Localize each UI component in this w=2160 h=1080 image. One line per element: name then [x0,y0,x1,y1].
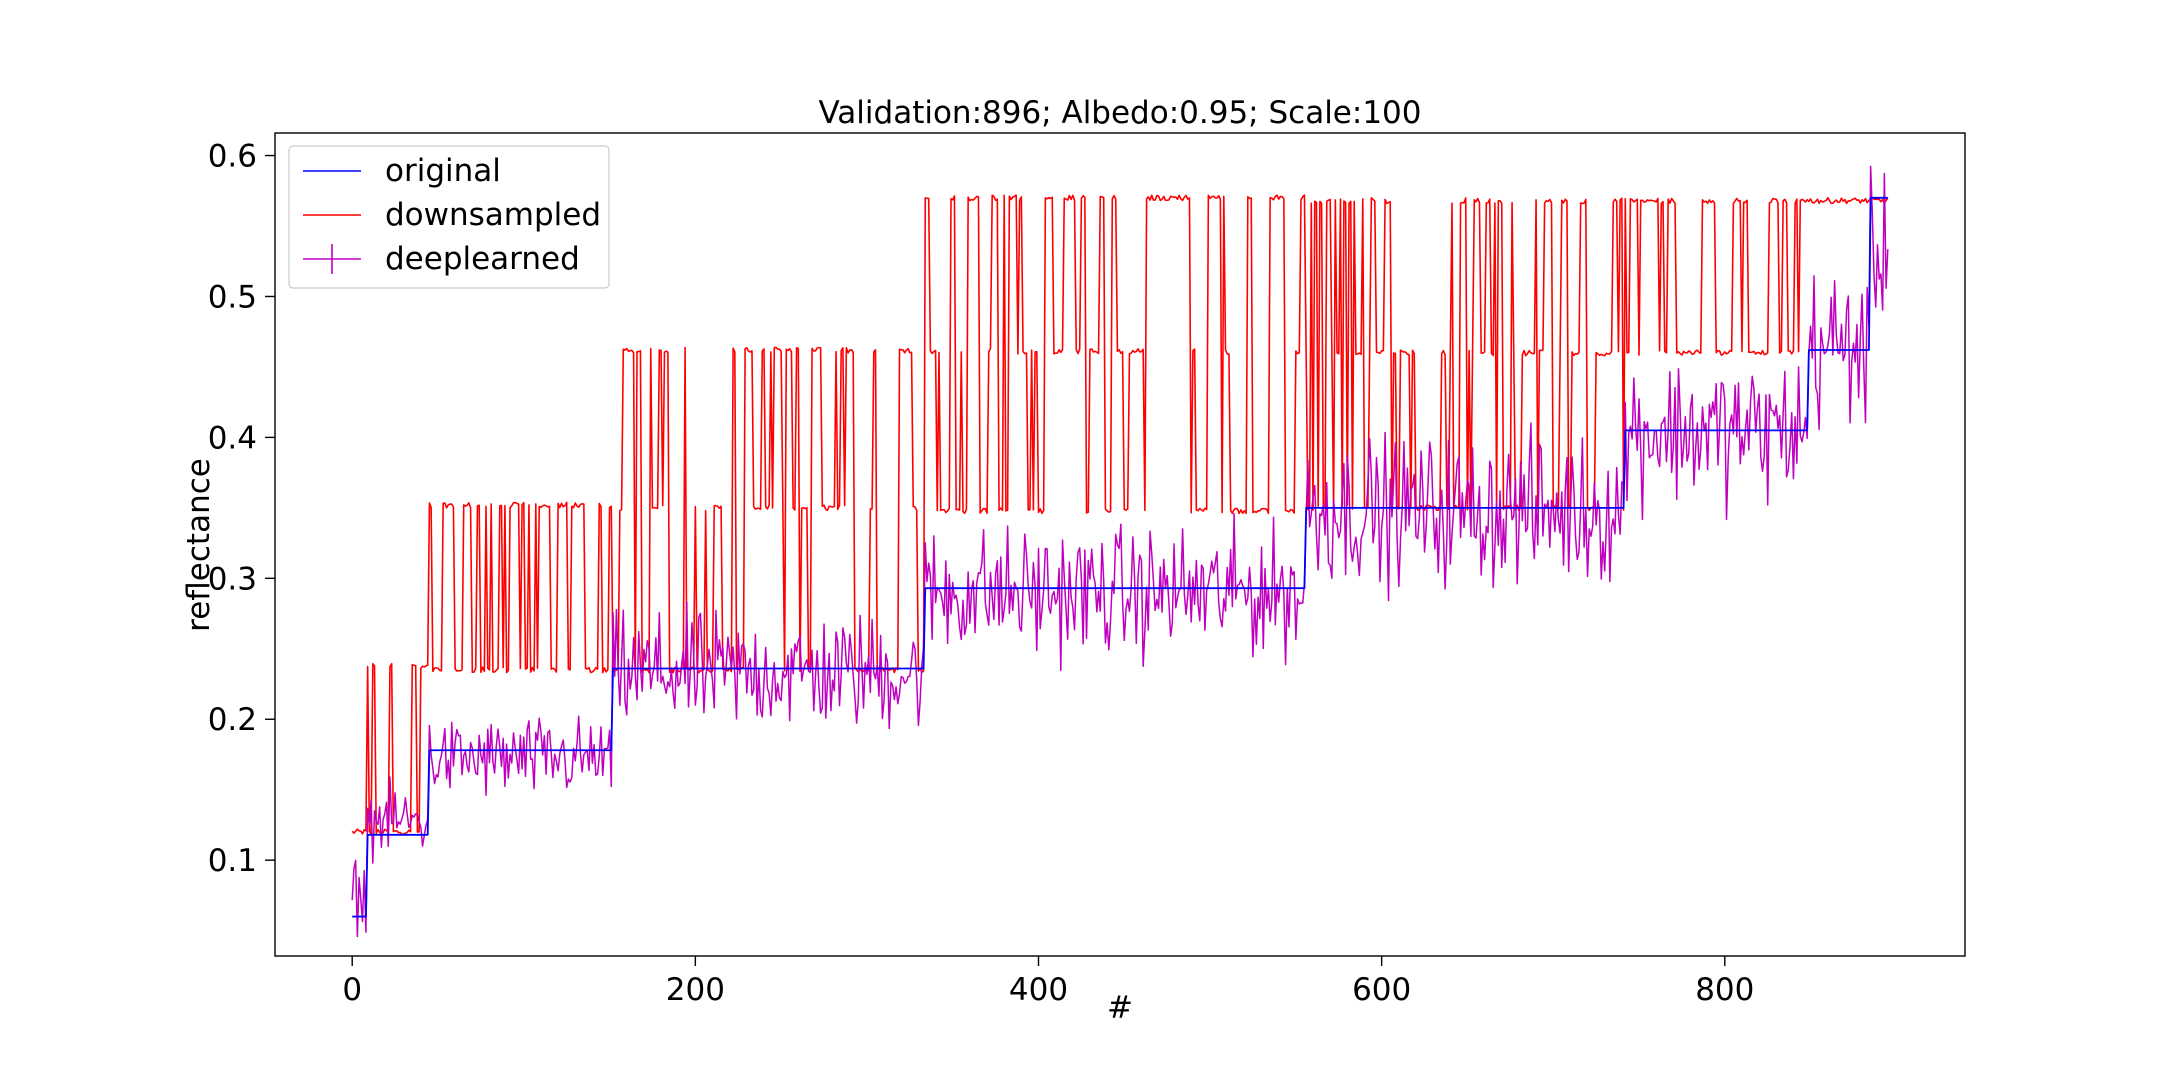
legend-label-original: original [385,153,501,189]
series-line-deeplearned [351,165,1889,938]
series-line-downsampled [351,194,1889,836]
x-tick-label-0: 0 [342,972,362,1008]
y-axis-label: reflectance [181,458,217,632]
y-tick-label-0: 0.1 [208,843,257,879]
x-tick-label-600: 600 [1352,972,1411,1008]
plot-area [274,132,1966,957]
x-tick-label-800: 800 [1695,972,1754,1008]
series-line-original [352,196,1888,918]
x-axis-label: # [1107,990,1133,1026]
y-tick-label-1: 0.2 [208,702,257,738]
y-tick-label-2: 0.3 [208,561,257,597]
legend-box [288,145,610,289]
y-tick-label-5: 0.6 [208,139,257,175]
legend-entry-original: original [303,153,501,189]
legend-entry-downsampled: downsampled [303,197,601,233]
y-axis: 0.1 0.2 0.3 0.4 0.5 0.6 [208,139,275,879]
legend-label-downsampled: downsampled [385,197,601,233]
legend-entry-deeplearned: deeplearned [303,241,580,277]
x-tick-label-200: 200 [666,972,725,1008]
y-tick-label-3: 0.4 [208,420,257,456]
legend-label-deeplearned: deeplearned [385,241,580,277]
y-tick-label-4: 0.5 [208,279,257,315]
x-axis: 0 200 400 600 800 [342,956,1754,1008]
legend: original downsampled deeplearned [288,145,610,289]
x-tick-label-400: 400 [1009,972,1068,1008]
plot-frame [274,132,1966,957]
chart-title: Validation:896; Albedo:0.95; Scale:100 [819,95,1422,131]
